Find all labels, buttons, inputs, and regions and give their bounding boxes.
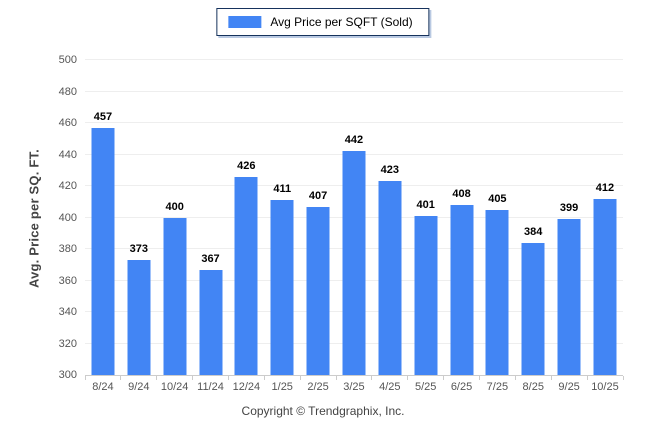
bar [199, 269, 222, 375]
x-axis-tick-label: 6/25 [450, 381, 473, 393]
bar [557, 219, 581, 375]
x-axis-tick-mark [299, 376, 301, 380]
x-axis-tick-label: 7/25 [486, 381, 509, 393]
x-axis-tick-label: 8/24 [92, 381, 114, 393]
legend-swatch-icon [228, 16, 262, 28]
plot-area: 457 373 400 367 426 411 407 442 423 401 408 405 384 3… [84, 59, 624, 380]
y-axis-title: Avg. Price per SQ. FT. [26, 149, 42, 289]
x-axis-tick-mark [192, 376, 194, 380]
bar-slot: 407 [300, 60, 336, 375]
bar-value-label: 405 [488, 192, 507, 205]
bar-value-label: 423 [380, 164, 399, 177]
y-axis-tick-label: 380 [58, 243, 77, 255]
x-axis-tick-mark [550, 376, 552, 380]
legend: Avg Price per SQFT (Sold) [216, 8, 430, 36]
gridline [85, 59, 623, 60]
bar-slot: 399 [551, 60, 587, 375]
bar-value-label: 426 [237, 159, 256, 172]
bar [593, 198, 617, 375]
y-axis-tick-label: 460 [58, 117, 77, 129]
x-axis-tick-mark [407, 376, 409, 380]
bar [306, 206, 330, 375]
x-axis-tick-label: 10/25 [591, 381, 619, 393]
x-axis-tick-mark [514, 376, 516, 380]
bar-value-label: 408 [452, 187, 471, 200]
copyright-text: Copyright © Trendgraphix, Inc. [241, 404, 405, 418]
bar-value-label: 401 [416, 198, 435, 211]
x-axis-tick-mark [443, 376, 445, 380]
y-axis-tick-label: 400 [58, 211, 77, 224]
bar [414, 215, 438, 375]
bar-slot: 411 [264, 60, 300, 375]
x-axis-tick-label: 9/25 [558, 381, 580, 393]
x-axis-tick-mark [263, 376, 265, 380]
y-axis-tick-label: 300 [58, 369, 77, 381]
x-axis-tick-mark [335, 376, 337, 380]
bar-value-label: 407 [308, 189, 328, 202]
bar [342, 151, 366, 375]
x-axis-tick-label: 10/24 [160, 381, 189, 393]
legend-label: Avg Price per SQFT (Sold) [270, 15, 413, 29]
bar-slot: 457 [85, 60, 121, 375]
x-axis-tick-label: 4/25 [379, 381, 401, 393]
y-axis-tick-label: 440 [58, 148, 77, 161]
bar [91, 127, 115, 375]
y-axis-tick-label: 360 [58, 274, 77, 287]
y-axis-tick-label: 320 [58, 337, 77, 350]
x-axis-tick-mark [84, 376, 86, 380]
gridline [85, 90, 623, 92]
x-axis-tick-mark [371, 376, 373, 380]
x-axis-tick-mark [479, 376, 481, 380]
bar-value-label: 384 [524, 225, 543, 238]
bar [378, 181, 402, 375]
x-axis-tick-mark [622, 376, 624, 380]
bar-slot: 405 [479, 60, 515, 375]
bar-value-label: 400 [165, 200, 184, 213]
x-axis-tick-label: 9/24 [128, 381, 150, 393]
bar-value-label: 412 [595, 181, 615, 194]
bar-slot: 401 [408, 60, 444, 375]
bar-series: 457 373 400 367 426 411 407 442 423 401 408 405 384 3… [85, 60, 623, 375]
bar [485, 209, 509, 375]
x-axis-tick-mark [586, 376, 588, 380]
x-axis-tick-label: 8/25 [522, 381, 544, 393]
x-axis-tick-mark [156, 376, 158, 380]
bar [270, 200, 294, 375]
bar-slot: 400 [157, 60, 193, 375]
y-axis-tick-label: 420 [58, 180, 77, 192]
bar-value-label: 367 [201, 252, 220, 265]
bar-slot: 367 [193, 60, 229, 375]
x-axis-tick-mark [227, 376, 229, 380]
bar-value-label: 373 [129, 243, 148, 255]
y-axis-tick-label: 500 [58, 54, 77, 66]
x-axis-tick-label: 2/25 [307, 381, 329, 393]
y-axis-tick-label: 480 [58, 85, 77, 98]
x-axis-tick-label: 12/24 [232, 381, 261, 393]
x-axis-tick-label: 1/25 [271, 381, 293, 393]
bar [521, 242, 545, 375]
y-axis-tick-label: 340 [58, 306, 77, 318]
x-axis-labels: 8/24 9/24 10/24 11/24 12/24 1/25 2/25 3/25 4/25 5… [85, 381, 623, 393]
bar [450, 204, 474, 375]
bar-value-label: 442 [344, 134, 364, 147]
bar [163, 217, 187, 375]
x-axis-tick-label: 3/25 [343, 381, 365, 393]
bar-slot: 423 [372, 60, 408, 375]
bar-slot: 442 [336, 60, 372, 375]
x-axis-tick-label: 11/24 [197, 381, 224, 393]
x-axis-tick-label: 5/25 [414, 381, 437, 393]
bar-slot: 408 [444, 60, 480, 375]
x-axis-tick-mark [120, 376, 122, 380]
bar [127, 260, 151, 375]
bar-value-label: 457 [93, 110, 113, 123]
bar-value-label: 411 [273, 183, 292, 196]
bar-value-label: 399 [559, 202, 579, 215]
bar-slot: 373 [121, 60, 157, 375]
bar-slot: 412 [587, 60, 623, 375]
gridline [85, 122, 623, 123]
bar [234, 176, 258, 375]
bar-slot: 426 [228, 60, 264, 375]
bar-slot: 384 [515, 60, 551, 375]
